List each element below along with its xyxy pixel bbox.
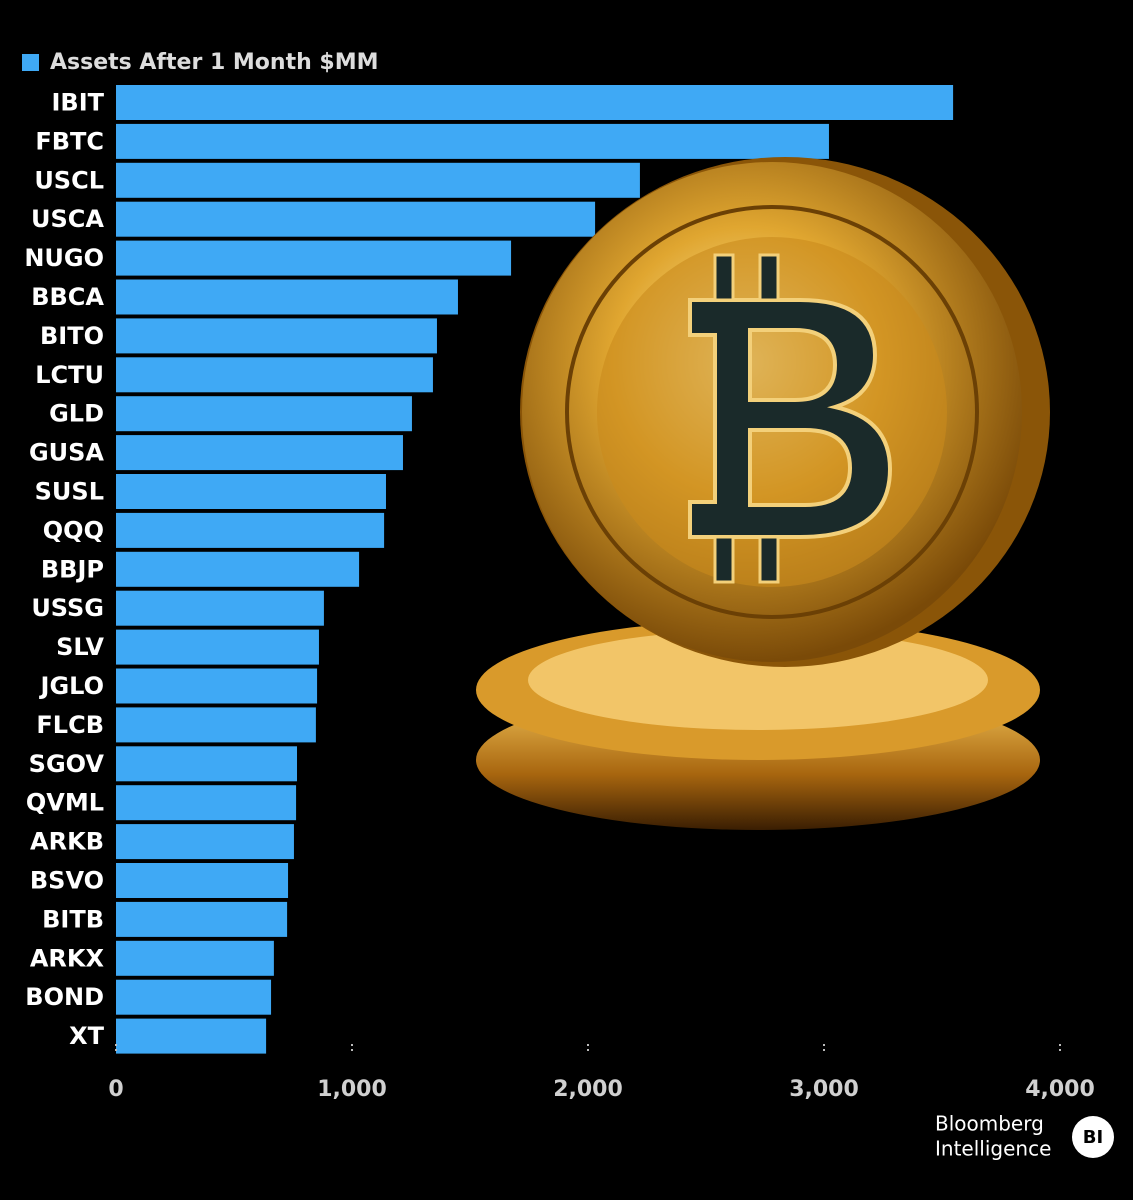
bar	[116, 746, 298, 782]
y-tick-label: SGOV	[29, 750, 105, 778]
coin-illustration	[476, 157, 1050, 830]
bar	[116, 785, 297, 821]
bar	[116, 279, 458, 315]
bar	[116, 85, 954, 120]
y-tick-label: BBCA	[31, 283, 104, 311]
bar	[116, 940, 274, 976]
bar	[116, 474, 386, 509]
bar	[116, 901, 288, 937]
y-tick-label: XT	[69, 1022, 105, 1050]
x-tick-label: 3,000	[789, 1077, 859, 1102]
bar	[116, 1018, 267, 1054]
source-badge	[1072, 1116, 1114, 1158]
source-badge-text: BI	[1083, 1127, 1103, 1148]
legend-swatch	[22, 54, 39, 71]
bar	[116, 668, 318, 704]
y-tick-label: USCA	[31, 205, 104, 233]
y-tick-label: QVML	[26, 789, 104, 817]
y-tick-label: SLV	[56, 633, 104, 661]
bar	[116, 396, 412, 432]
y-tick-label: USCL	[34, 166, 104, 194]
bar	[116, 629, 319, 665]
y-tick-label: LCTU	[35, 361, 104, 389]
y-tick-label: FBTC	[35, 127, 104, 155]
bar	[116, 979, 272, 1015]
y-tick-label: QQQ	[43, 516, 104, 544]
bar	[116, 123, 829, 159]
y-tick-label: BITO	[40, 322, 104, 350]
bar	[116, 318, 437, 354]
bar	[116, 863, 289, 898]
bar	[116, 357, 433, 393]
x-tick-label: 2,000	[553, 1077, 623, 1102]
y-tick-label: USSG	[31, 594, 104, 622]
y-tick-label: SUSL	[35, 478, 104, 506]
y-tick-label: ARKB	[30, 828, 104, 856]
y-tick-label: JGLO	[39, 672, 104, 700]
x-tick-label: 0	[108, 1077, 123, 1102]
bars: IBIT FBTC USCL USCA NUGO BBCA BITO LCTU GLD GUSA S…	[24, 85, 954, 1054]
y-tick-label: FLCB	[36, 711, 104, 739]
y-tick-label: IBIT	[51, 89, 104, 117]
y-tick-label: GLD	[49, 400, 104, 428]
y-tick-label: GUSA	[29, 439, 104, 467]
source-line: Bloomberg	[935, 1112, 1044, 1136]
x-tick-label: 4,000	[1025, 1077, 1095, 1102]
bar	[116, 435, 403, 471]
y-tick-label: BBJP	[41, 555, 104, 583]
bar	[116, 201, 596, 237]
bar	[116, 512, 385, 548]
bar	[116, 240, 512, 276]
bar	[116, 551, 360, 587]
y-tick-label: BSVO	[30, 867, 104, 895]
legend-label: Assets After 1 Month $MM	[50, 50, 379, 75]
bar	[116, 162, 640, 198]
y-tick-label: BOND	[25, 983, 104, 1011]
source-line: Intelligence	[935, 1137, 1051, 1161]
x-tick-label: 1,000	[317, 1077, 387, 1102]
bar	[116, 824, 294, 860]
y-tick-label: ARKX	[30, 944, 105, 972]
x-axis: 0 1,000 2,000 3,000 4,000	[108, 1044, 1095, 1102]
y-tick-label: NUGO	[24, 244, 104, 272]
bar	[116, 590, 324, 626]
bar	[116, 707, 316, 743]
y-tick-label: BITB	[42, 905, 104, 933]
